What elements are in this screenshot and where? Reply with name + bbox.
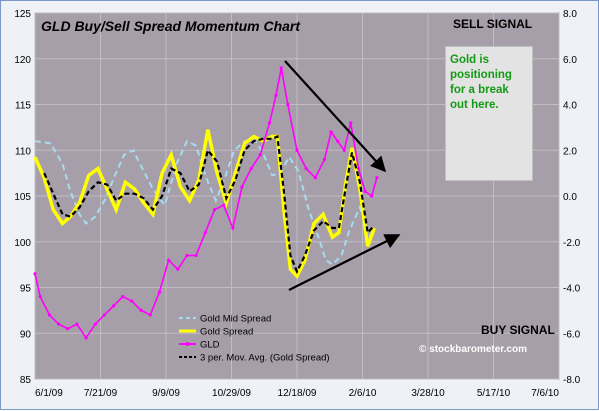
gld-point [231, 226, 235, 230]
gld-point [336, 139, 340, 143]
gld-point [329, 130, 333, 134]
watermark: © stockbarometer.com [419, 344, 527, 355]
gld-point [313, 176, 317, 180]
gld-point [304, 166, 308, 171]
x-tick-label: 3/28/10 [411, 388, 445, 399]
y-left-tick-label: 120 [14, 55, 31, 66]
gld-point [322, 157, 327, 161]
gld-point [139, 308, 143, 312]
x-tick-label: 2/6/10 [349, 388, 377, 399]
series-gold-spread-line [33, 129, 376, 280]
gld-point [130, 299, 134, 303]
gld-point [349, 121, 353, 125]
gld-point [356, 166, 361, 171]
gld-point [274, 93, 278, 97]
gld-point [148, 313, 152, 317]
gld-point [167, 258, 171, 262]
gld-point [112, 304, 116, 308]
y-right-tick-label: -6.0 [563, 329, 581, 340]
annotation-box: Gold is positioning for a break out here… [445, 46, 533, 181]
y-right-tick-label: 2.0 [563, 146, 577, 157]
y-left-tick-label: 95 [20, 284, 32, 295]
y-right-tick-label: -8.0 [563, 375, 581, 386]
gld-point [240, 185, 244, 189]
y-right-tick-label: 8.0 [563, 9, 577, 20]
gld-point [38, 295, 42, 299]
series-gld-line [34, 67, 378, 340]
legend-label: Gold Spread [200, 327, 253, 338]
gld-point [267, 121, 272, 125]
x-tick-label: 10/29/09 [212, 388, 251, 399]
gld-point [185, 253, 189, 258]
y-right-tick-label: 4.0 [563, 101, 577, 112]
gld-point [56, 322, 61, 326]
gld-point [258, 153, 262, 157]
series-moving-average-line [43, 134, 376, 275]
x-tick-label: 6/1/09 [35, 388, 63, 399]
axis-layer: 85 90 95 100 105 110 115 120 125 -8.0 -6.0 -4.0 -2.0… [14, 9, 580, 399]
y-right-tick-label: 6.0 [563, 55, 577, 66]
gld-point [375, 176, 379, 180]
gld-point [75, 322, 79, 326]
gld-point [93, 322, 97, 326]
legend-label: GLD [200, 340, 220, 351]
series-gold-mid-spread-line [34, 137, 372, 266]
sell-signal-label: SELL SIGNAL [453, 17, 532, 31]
y-left-tick-label: 125 [14, 9, 31, 20]
gld-point [363, 189, 367, 194]
buy-signal-label: BUY SIGNAL [481, 323, 555, 337]
gld-point [279, 66, 283, 70]
y-left-tick-label: 115 [15, 101, 31, 112]
gld-point [212, 208, 217, 212]
y-left-tick-label: 100 [14, 238, 31, 249]
y-left-tick-label: 105 [14, 192, 31, 203]
gld-point [295, 148, 299, 152]
annotation-text: Gold is positioning for a break out here… [450, 54, 512, 111]
y-right-tick-label: 0.0 [563, 192, 577, 203]
gld-point [102, 313, 107, 317]
gld-point [176, 267, 180, 271]
legend-label: 3 per. Mov. Avg. (Gold Spread) [200, 353, 330, 364]
gld-point [66, 327, 70, 331]
gld-point [194, 253, 198, 258]
y-right-tick-label: -4.0 [563, 284, 581, 295]
gld-point [47, 313, 52, 317]
x-tick-label: 5/17/10 [477, 388, 511, 399]
y-right-tick-label: -2.0 [563, 238, 581, 249]
y-left-tick-label: 110 [15, 146, 31, 157]
x-tick-label: 9/9/09 [152, 388, 180, 399]
gld-point [342, 148, 346, 152]
gld-point [33, 272, 37, 276]
legend-marker [185, 342, 190, 346]
y-left-tick-label: 85 [20, 375, 32, 386]
legend-label: Gold Mid Spread [200, 314, 271, 325]
gld-point [286, 102, 290, 107]
legend: Gold Mid Spread Gold Spread GLD 3 per. Mov.… [179, 314, 330, 364]
gld-point [121, 295, 125, 299]
series-layer [33, 66, 379, 340]
y-left-tick-label: 90 [20, 329, 32, 340]
x-tick-label: 7/21/09 [84, 388, 118, 399]
gld-point [249, 166, 253, 171]
gld-point [203, 231, 207, 235]
gld-point [222, 203, 226, 207]
gld-point [370, 194, 374, 198]
x-tick-label: 7/6/10 [531, 388, 559, 399]
gld-point [157, 290, 162, 294]
uptrend-arrow [288, 234, 401, 291]
gld-point [84, 336, 88, 340]
downtrend-arrow [284, 60, 387, 173]
chart-title: GLD Buy/Sell Spread Momentum Chart [41, 18, 301, 34]
x-tick-label: 12/18/09 [278, 388, 317, 399]
